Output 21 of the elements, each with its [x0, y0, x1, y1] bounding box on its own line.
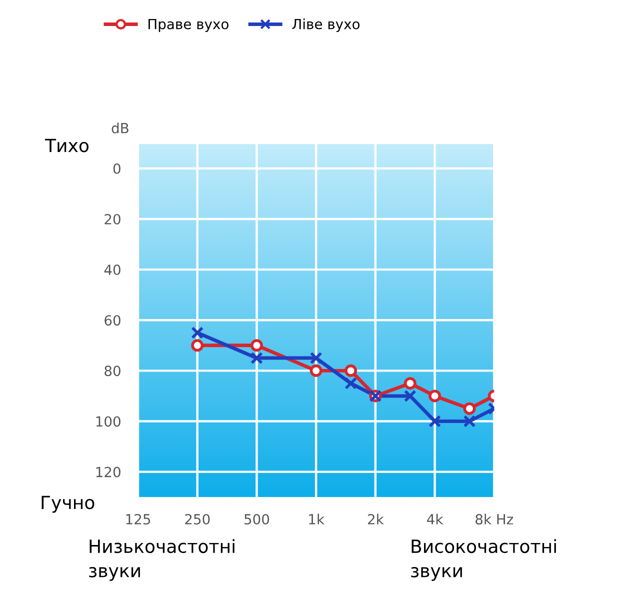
x-tick-label: 4k — [427, 514, 444, 524]
text: Гучно — [42, 496, 94, 513]
x-tick-label: 125 — [126, 514, 150, 525]
text: Низькочастотні звуки — [89, 539, 234, 581]
x-tick-label: 500 — [244, 514, 270, 525]
y-tick-label: 60 — [104, 315, 120, 326]
x-tick-label: 1k — [309, 514, 324, 524]
y-tick-label: 100 — [96, 416, 120, 427]
text: Тихо — [44, 138, 89, 152]
y-tick-label: 120 — [96, 466, 120, 478]
y-tick-label: 80 — [104, 366, 120, 376]
x-tick-label: 8k Hz — [476, 514, 514, 525]
text: Високочастотні звуки — [411, 539, 556, 581]
y-axis-title: dB — [112, 122, 128, 134]
y-tick-label: 20 — [104, 214, 120, 224]
y-tick-label: 0 — [113, 163, 120, 174]
y-tick-label: 40 — [104, 264, 120, 276]
x-tick-label: 250 — [185, 514, 210, 525]
legend-label: Ліве вухо — [292, 18, 360, 32]
legend-label: Праве вухо — [148, 18, 228, 32]
x-tick-label: 2k — [368, 514, 384, 524]
